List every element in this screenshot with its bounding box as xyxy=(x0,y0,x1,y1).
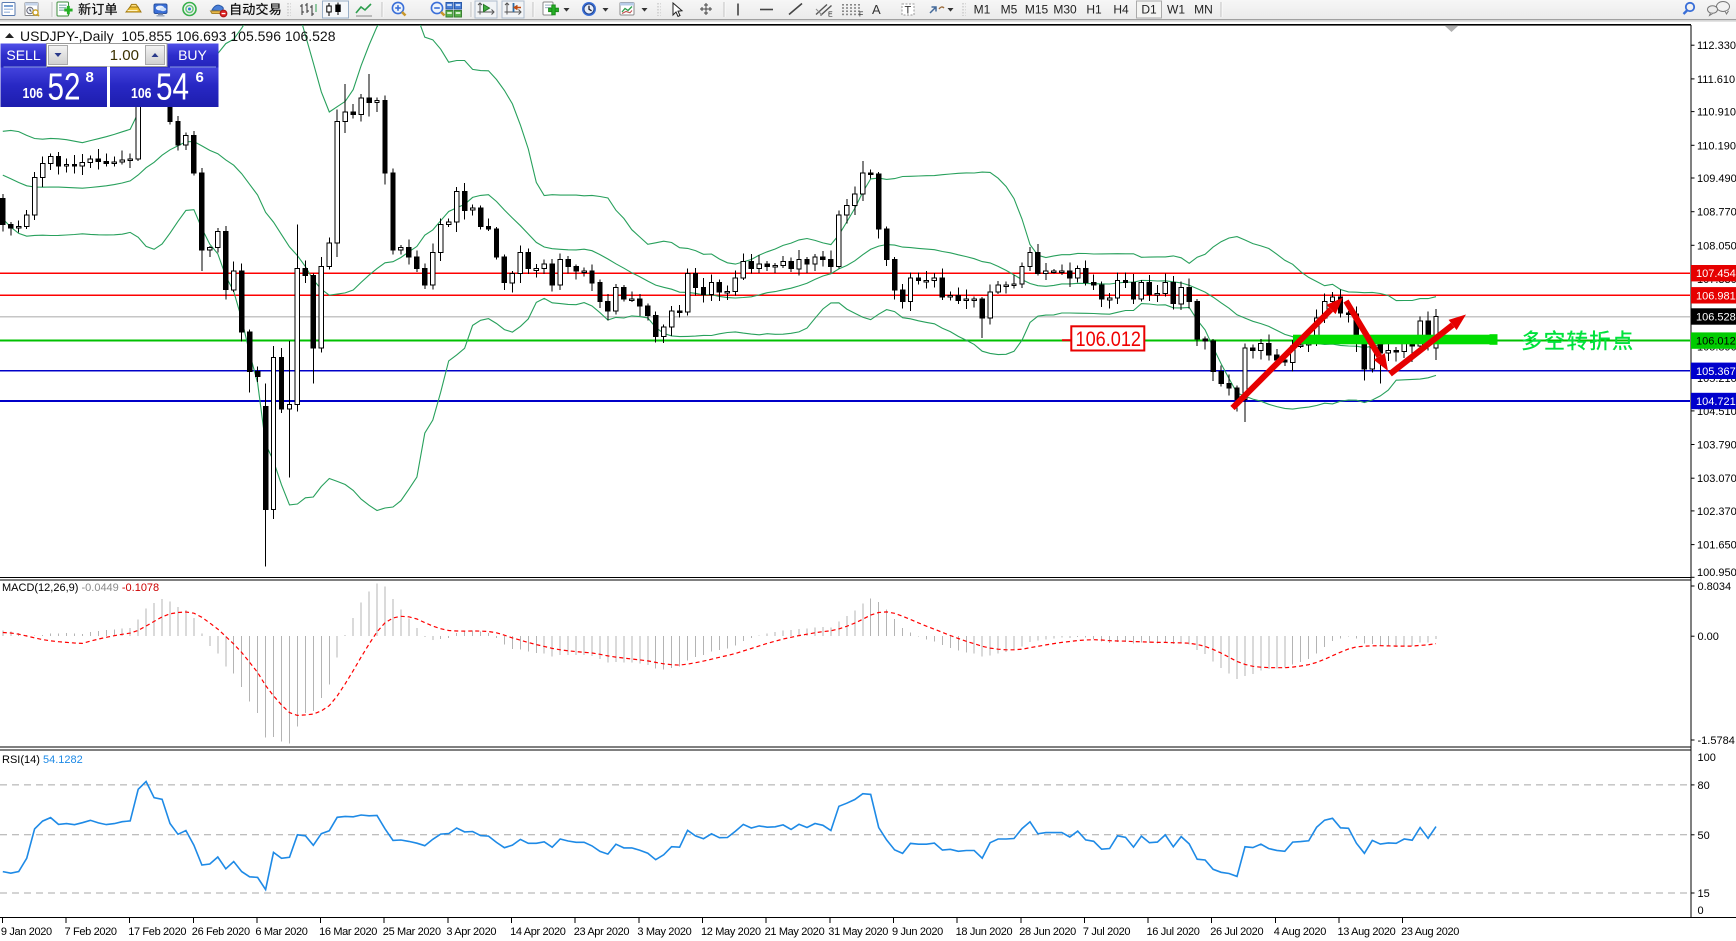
svg-text:108.050: 108.050 xyxy=(1697,240,1736,252)
svg-text:110.190: 110.190 xyxy=(1697,140,1736,152)
svg-text:108.770: 108.770 xyxy=(1697,207,1736,219)
svg-text:M1: M1 xyxy=(974,3,991,17)
svg-text:USDJPY-,Daily 105.855 106.693: USDJPY-,Daily 105.855 106.693 105.596 10… xyxy=(20,28,336,44)
svg-text:16 Mar 2020: 16 Mar 2020 xyxy=(319,926,377,938)
svg-text:21 May 2020: 21 May 2020 xyxy=(765,926,825,938)
svg-text:80: 80 xyxy=(1698,780,1710,792)
svg-text:107.454: 107.454 xyxy=(1696,268,1736,280)
svg-text:106.012: 106.012 xyxy=(1696,336,1736,348)
svg-text:17 Feb 2020: 17 Feb 2020 xyxy=(128,926,186,938)
svg-text:M5: M5 xyxy=(1001,3,1018,17)
svg-text:M15: M15 xyxy=(1025,3,1049,17)
svg-text:100.950: 100.950 xyxy=(1697,567,1736,579)
svg-text:109.490: 109.490 xyxy=(1697,173,1736,185)
svg-text:7 Feb 2020: 7 Feb 2020 xyxy=(65,926,117,938)
svg-text:23 Apr 2020: 23 Apr 2020 xyxy=(574,926,630,938)
svg-text:0.8034: 0.8034 xyxy=(1698,581,1732,593)
svg-text:1.00: 1.00 xyxy=(110,47,139,64)
svg-text:106: 106 xyxy=(23,85,44,102)
svg-text:T: T xyxy=(905,5,912,17)
svg-text:W1: W1 xyxy=(1167,3,1185,17)
svg-text:SELL: SELL xyxy=(6,47,40,63)
svg-text:50: 50 xyxy=(1698,830,1710,842)
svg-text:101.650: 101.650 xyxy=(1697,540,1736,552)
svg-text:28 Jun 2020: 28 Jun 2020 xyxy=(1019,926,1076,938)
svg-text:100: 100 xyxy=(1698,752,1716,764)
svg-text:3 Apr 2020: 3 Apr 2020 xyxy=(446,926,496,938)
svg-text:MN: MN xyxy=(1194,3,1213,17)
svg-text:13 Aug 2020: 13 Aug 2020 xyxy=(1338,926,1396,938)
svg-text:103.070: 103.070 xyxy=(1697,473,1736,485)
svg-text:12 May 2020: 12 May 2020 xyxy=(701,926,761,938)
svg-text:104.721: 104.721 xyxy=(1696,396,1736,408)
svg-text:H4: H4 xyxy=(1113,3,1129,17)
svg-text:54: 54 xyxy=(156,67,189,109)
svg-text:D1: D1 xyxy=(1141,3,1157,17)
svg-text:9 Jun 2020: 9 Jun 2020 xyxy=(892,926,943,938)
svg-text:BUY: BUY xyxy=(178,47,207,63)
svg-text:106.981: 106.981 xyxy=(1696,290,1736,302)
svg-text:3 May 2020: 3 May 2020 xyxy=(637,926,691,938)
svg-text:102.370: 102.370 xyxy=(1697,506,1736,518)
svg-text:15: 15 xyxy=(1698,888,1710,900)
svg-text:23 Aug 2020: 23 Aug 2020 xyxy=(1401,926,1459,938)
svg-text:A: A xyxy=(872,2,881,17)
svg-text:4 Aug 2020: 4 Aug 2020 xyxy=(1274,926,1326,938)
svg-text:106.528: 106.528 xyxy=(1696,312,1736,324)
svg-text:110.910: 110.910 xyxy=(1697,107,1736,119)
svg-text:0: 0 xyxy=(1698,905,1704,917)
svg-text:111.610: 111.610 xyxy=(1697,74,1735,86)
svg-text:-1.5784: -1.5784 xyxy=(1698,735,1735,747)
svg-text:106: 106 xyxy=(131,85,152,102)
svg-text:6: 6 xyxy=(196,69,204,86)
svg-text:F: F xyxy=(859,12,863,19)
svg-text:112.330: 112.330 xyxy=(1697,40,1736,52)
svg-text:26 Jul 2020: 26 Jul 2020 xyxy=(1210,926,1263,938)
svg-text:E: E xyxy=(828,12,833,19)
svg-text:26 Feb 2020: 26 Feb 2020 xyxy=(192,926,250,938)
svg-text:18 Jun 2020: 18 Jun 2020 xyxy=(956,926,1013,938)
svg-text:RSI(14) 54.1282: RSI(14) 54.1282 xyxy=(2,754,83,766)
svg-text:8: 8 xyxy=(86,69,94,86)
svg-text:106.012: 106.012 xyxy=(1076,327,1142,351)
svg-text:52: 52 xyxy=(48,67,81,109)
svg-text:105.367: 105.367 xyxy=(1696,366,1736,378)
svg-text:7 Jul 2020: 7 Jul 2020 xyxy=(1083,926,1130,938)
svg-text:16 Jul 2020: 16 Jul 2020 xyxy=(1147,926,1200,938)
svg-text:14 Apr 2020: 14 Apr 2020 xyxy=(510,926,566,938)
svg-text:31 May 2020: 31 May 2020 xyxy=(828,926,888,938)
svg-text:H1: H1 xyxy=(1086,3,1102,17)
svg-text:M30: M30 xyxy=(1053,3,1077,17)
svg-text:0.00: 0.00 xyxy=(1698,631,1719,643)
svg-text:MACD(12,26,9) -0.0449 -0.1078: MACD(12,26,9) -0.0449 -0.1078 xyxy=(2,582,159,594)
svg-text:9 Jan 2020: 9 Jan 2020 xyxy=(1,926,52,938)
svg-text:25 Mar 2020: 25 Mar 2020 xyxy=(383,926,441,938)
svg-text:103.790: 103.790 xyxy=(1697,440,1736,452)
svg-text:6 Mar 2020: 6 Mar 2020 xyxy=(255,926,307,938)
